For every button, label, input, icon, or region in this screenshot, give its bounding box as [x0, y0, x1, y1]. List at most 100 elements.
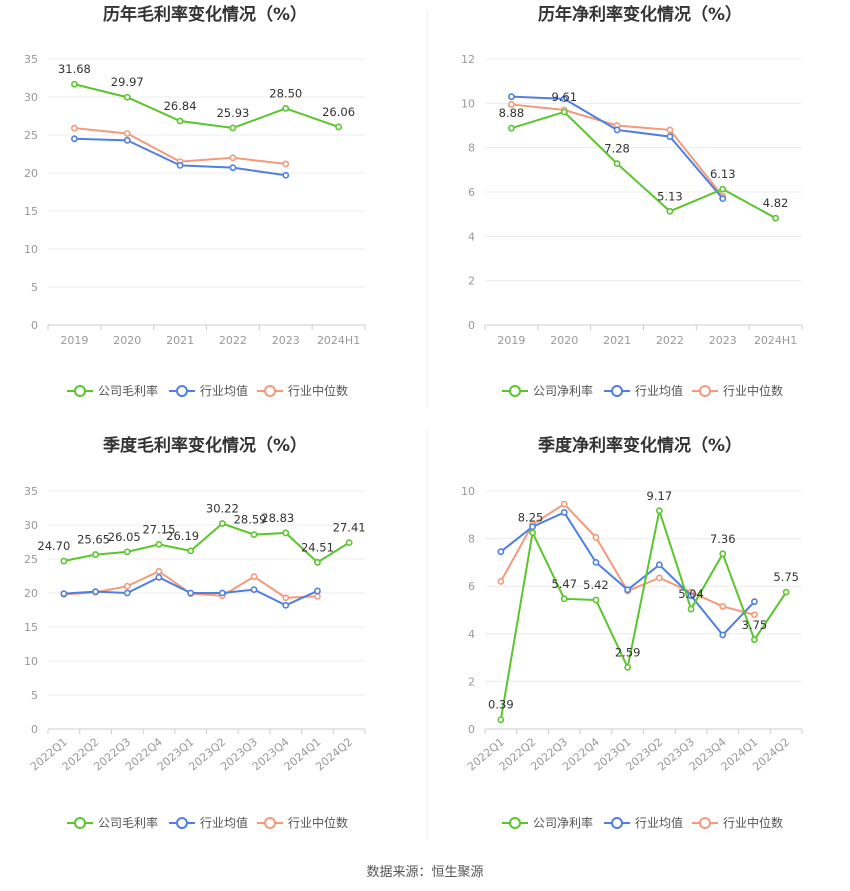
series-line	[63, 522, 350, 564]
series-point	[282, 594, 290, 602]
data-label: 25.65	[77, 533, 110, 547]
y-tick-label: 8	[468, 533, 475, 546]
data-label: 5.42	[583, 578, 609, 592]
series-point	[751, 598, 758, 606]
data-label: 24.70	[37, 539, 70, 553]
series-point	[508, 101, 515, 108]
data-label: 2.59	[615, 645, 641, 659]
series-point	[71, 80, 78, 88]
data-label: 31.68	[58, 62, 91, 76]
series-point	[687, 592, 695, 600]
legend-label: 行业中位数	[723, 383, 783, 398]
series-point	[497, 548, 505, 556]
data-label: 5.75	[773, 570, 799, 584]
x-tick-label: 2019	[60, 334, 88, 347]
x-tick-label: 2021	[603, 334, 631, 347]
legend-label: 公司净利率	[533, 815, 593, 830]
x-tick-label: 2019	[497, 334, 525, 347]
data-label: 30.22	[206, 502, 239, 516]
chart-title: 季度毛利率变化情况（%）	[103, 435, 307, 456]
series-point	[314, 558, 321, 566]
series-point	[592, 559, 600, 566]
series-point	[624, 586, 632, 594]
y-tick-label: 25	[24, 553, 38, 566]
series-point	[719, 195, 727, 203]
y-tick-label: 10	[461, 485, 475, 498]
data-label: 5.04	[678, 587, 704, 601]
data-label: 26.84	[164, 99, 197, 113]
y-tick-label: 0	[468, 319, 475, 332]
legend-marker	[611, 385, 623, 397]
series-point	[155, 573, 163, 581]
data-source-label: 数据来源：恒生聚源	[366, 865, 483, 880]
series-point	[560, 595, 568, 603]
data-label: 8.25	[518, 511, 544, 525]
legend-label: 行业中位数	[288, 383, 348, 398]
series-point	[92, 588, 99, 596]
x-tick-label: 2023	[709, 334, 737, 347]
chart-title: 历年毛利率变化情况（%）	[103, 4, 307, 25]
data-label: 7.36	[710, 532, 736, 546]
legend-marker	[611, 817, 623, 829]
y-tick-label: 6	[468, 580, 475, 593]
y-tick-label: 35	[24, 485, 38, 498]
data-label: 0.39	[488, 698, 514, 712]
series-point	[719, 550, 727, 558]
series-line	[74, 137, 286, 177]
chart-panel-2: 历年净利率变化情况（%） 0 2 4 6 8 10 12 2019 2020 2021 2022 202…	[461, 4, 803, 398]
legend-marker	[176, 817, 188, 829]
series-point	[282, 601, 290, 609]
series-point	[155, 540, 163, 548]
y-tick-label: 15	[24, 205, 38, 218]
legend-label: 公司净利率	[533, 383, 593, 398]
chart-title: 季度净利率变化情况（%）	[538, 435, 742, 456]
series-point	[560, 509, 568, 516]
series-point	[229, 154, 237, 162]
x-tick-label: 2020	[550, 334, 578, 347]
series-point	[508, 124, 515, 132]
data-label: 27.15	[142, 522, 175, 536]
data-label: 9.61	[551, 90, 577, 104]
series-point	[229, 164, 237, 172]
legend-marker	[509, 817, 521, 829]
legend-label: 行业均值	[200, 383, 248, 398]
legend-label: 行业均值	[635, 383, 683, 398]
series-point	[123, 589, 131, 597]
series-point	[92, 551, 99, 558]
series-line	[499, 506, 787, 720]
series-line	[74, 83, 339, 129]
series-point	[71, 135, 78, 143]
legend-marker	[699, 817, 711, 829]
series-point	[123, 136, 131, 144]
data-label: 5.47	[551, 577, 577, 591]
data-label: 7.28	[604, 142, 630, 156]
x-tick-label: 2020	[113, 334, 141, 347]
series-point	[529, 529, 536, 537]
y-tick-label: 35	[24, 53, 38, 66]
y-tick-label: 30	[24, 519, 38, 532]
data-label: 6.13	[710, 167, 736, 181]
series-point	[250, 573, 258, 581]
y-tick-label: 20	[24, 167, 38, 180]
legend-label: 行业中位数	[288, 815, 348, 830]
data-label: 27.41	[333, 521, 366, 535]
chart-panel-4: 季度净利率变化情况（%）02468102022Q12022Q22022Q3202…	[461, 435, 803, 830]
y-tick-label: 4	[468, 230, 475, 243]
legend-marker	[176, 385, 188, 397]
series-point	[560, 108, 568, 116]
data-label: 5.13	[657, 189, 683, 203]
series-point	[176, 161, 184, 169]
series-point	[155, 567, 163, 575]
series-point	[772, 214, 779, 222]
legend-marker	[74, 385, 86, 397]
legend-marker	[74, 817, 86, 829]
x-tick-label: 2022	[656, 334, 684, 347]
series-point	[592, 596, 600, 604]
legend-label: 公司毛利率	[98, 815, 158, 830]
series-point	[176, 117, 184, 125]
series-point	[218, 520, 226, 527]
legend-marker	[264, 385, 276, 397]
series-point	[497, 578, 505, 585]
y-tick-label: 20	[24, 587, 38, 600]
series-point	[666, 133, 674, 140]
